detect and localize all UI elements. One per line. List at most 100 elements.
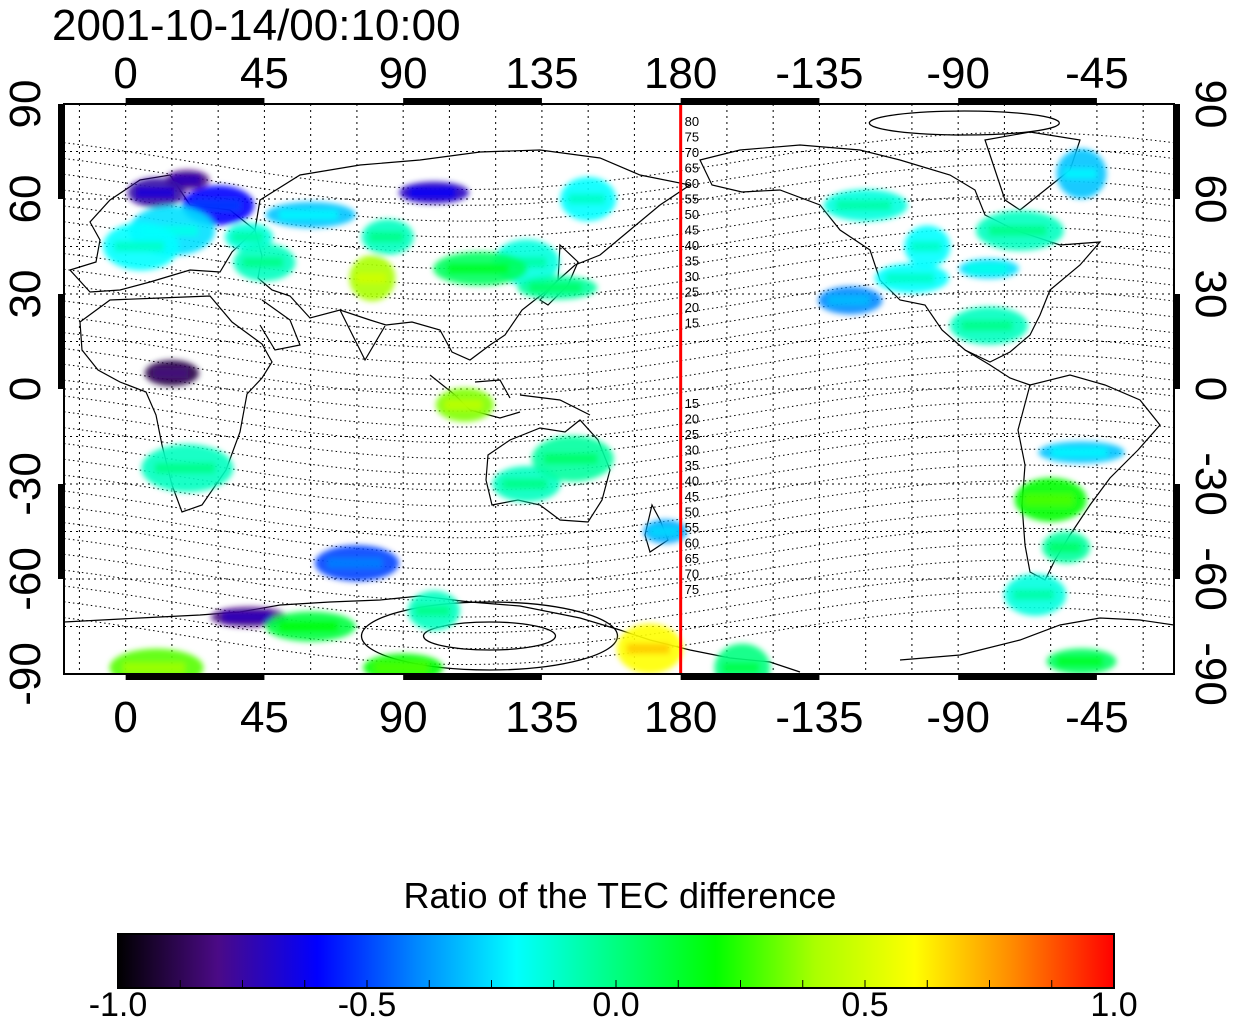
contour-label-north: 30 (685, 269, 699, 284)
tec-patch-core (171, 175, 201, 185)
colorbar-tick-label: 0.0 (592, 986, 639, 1024)
bottom-tick-label: 0 (113, 693, 137, 742)
contour-label-south: 25 (685, 427, 699, 442)
contour-line (64, 353, 1174, 412)
contour-label-north: 60 (685, 176, 699, 191)
contour-line (64, 575, 1174, 634)
tec-patch-core (222, 612, 272, 622)
contour-line (64, 290, 1174, 349)
contour-label-north: 40 (685, 238, 699, 253)
contour-label-north: 35 (685, 254, 699, 269)
right-tick-label: 30 (1186, 270, 1235, 319)
colorbar-title: Ratio of the TEC difference (403, 875, 837, 916)
coast-greenland (984, 131, 1081, 211)
top-tick-label: 90 (379, 49, 428, 98)
tec-patch-core (1013, 589, 1054, 600)
coast-australia (485, 419, 611, 523)
tec-patch-core (123, 662, 185, 673)
contour-line (64, 385, 1174, 444)
contour-label-north: 70 (685, 145, 699, 160)
tec-patch-core (529, 282, 582, 293)
contour-label-south: 70 (685, 567, 699, 582)
tec-patch-core (649, 526, 679, 537)
tec-patch-core (192, 200, 240, 211)
bottom-tick-label: -90 (926, 693, 990, 742)
right-tick-label: 0 (1186, 377, 1235, 401)
top-axis-ticks: 0 45 90 135 180 -135 -90 -45 (113, 49, 1128, 98)
contour-label-north: 50 (685, 207, 699, 222)
contour-label-north: 80 (685, 114, 699, 129)
colorbar-gradient (117, 933, 1115, 989)
contour-line (64, 432, 1174, 491)
bottom-axis-bar (125, 674, 265, 680)
axis-bars (58, 98, 1180, 680)
contour-label-north: 75 (685, 130, 699, 145)
contour-label-south: 15 (685, 396, 699, 411)
right-axis-bar (1174, 294, 1180, 389)
contour-line (64, 480, 1174, 539)
tec-patch-core (141, 225, 198, 236)
right-tick-label: 60 (1186, 175, 1235, 224)
right-axis-bar (1174, 484, 1180, 579)
contour-line (64, 591, 1174, 650)
colorbar-tick-label: 1.0 (1090, 986, 1137, 1024)
left-tick-label: -90 (1, 642, 50, 706)
tec-patch-core (155, 463, 215, 474)
contour-line (64, 448, 1174, 507)
coast-north-america (699, 144, 1102, 363)
contour-line (64, 163, 1174, 222)
map-svg: 8075706560555045403530252015152025303540… (1, 49, 1235, 742)
top-tick-label: -135 (775, 49, 863, 98)
coast-central-america (964, 349, 1031, 386)
contour-label-north: 45 (685, 223, 699, 238)
tec-patch-core (989, 225, 1047, 236)
tec-patch-core (503, 257, 547, 268)
contour-line (64, 369, 1174, 428)
top-tick-label: 135 (505, 49, 578, 98)
contour-label-south: 75 (685, 582, 699, 597)
top-tick-label: 45 (240, 49, 289, 98)
top-axis-bar (125, 98, 265, 104)
tec-patch-core (886, 273, 935, 284)
contour-line (64, 195, 1174, 254)
tec-patch-core (356, 273, 387, 284)
tec-patch-core (327, 558, 383, 569)
tec-patch-core (409, 187, 455, 198)
right-axis-ticks: 90 60 30 0 -30 -60 -90 (1186, 80, 1235, 706)
left-axis-bar (58, 104, 64, 199)
contour-label-north: 55 (685, 192, 699, 207)
left-axis-ticks: 90 60 30 0 -30 -60 -90 (1, 80, 50, 706)
contour-line (64, 543, 1174, 602)
bottom-tick-label: -45 (1065, 693, 1129, 742)
colorbar-tick-label: 0.5 (841, 986, 888, 1024)
tec-patch-core (447, 263, 509, 274)
left-tick-label: 60 (1, 175, 50, 224)
contour-line (64, 401, 1174, 460)
contour-line (64, 417, 1174, 475)
colorbar-ticks: -1.0 -0.5 0.0 0.5 1.0 (89, 980, 1138, 1024)
bottom-tick-label: 45 (240, 693, 289, 742)
tec-patch-core (279, 621, 338, 632)
tec-patch-core (568, 194, 605, 204)
tec-patch-core (369, 232, 404, 242)
contour-labels: 8075706560555045403530252015152025303540… (685, 114, 699, 597)
contour-line (64, 147, 1174, 206)
left-axis-bar (58, 484, 64, 579)
bottom-tick-label: 135 (505, 693, 578, 742)
left-tick-label: 0 (1, 377, 50, 401)
contour-label-south: 20 (685, 412, 699, 427)
top-axis-bar (958, 98, 1097, 104)
right-tick-label: -30 (1186, 452, 1235, 516)
contour-south-pole-outer (360, 601, 619, 671)
bottom-axis-ticks: 0 45 90 135 180 -135 -90 -45 (113, 693, 1128, 742)
contour-label-north: 20 (685, 300, 699, 315)
contour-line (64, 527, 1174, 586)
top-tick-label: 0 (113, 49, 137, 98)
right-tick-label: -60 (1186, 547, 1235, 611)
bottom-axis-bar (958, 674, 1097, 680)
right-axis-bar (1174, 104, 1180, 199)
tec-patch-core (961, 320, 1013, 331)
colorbar-tick-label: -1.0 (89, 986, 148, 1024)
bottom-tick-label: 180 (644, 693, 717, 742)
